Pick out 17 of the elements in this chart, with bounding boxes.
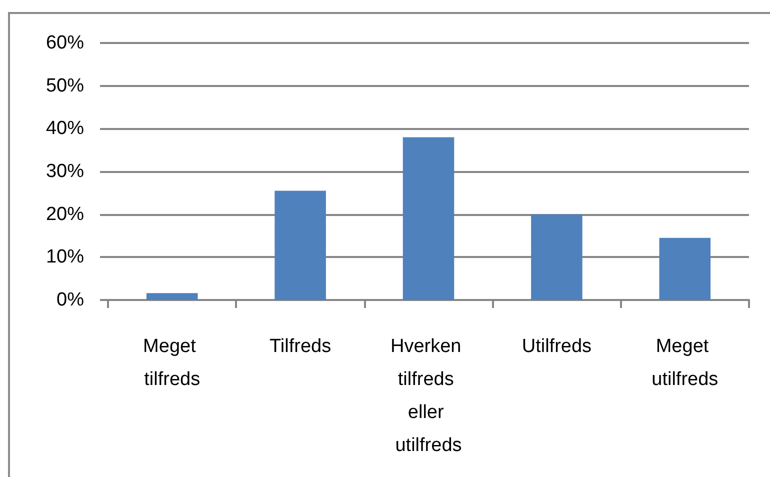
y-tick-label: 0% (56, 290, 84, 310)
x-tick-label: Hverken tilfreds eller utilfreds (390, 336, 467, 456)
y-tick-label: 30% (46, 161, 84, 182)
y-tick-label: 60% (46, 32, 84, 54)
bar (274, 190, 326, 300)
y-tick-label: 10% (46, 246, 84, 268)
x-tick-label: Utilfreds (522, 336, 592, 357)
y-tick-label: 50% (46, 75, 84, 96)
y-tick-label: 40% (46, 118, 84, 140)
bar (659, 238, 711, 300)
x-tick-label: Meget utilfreds (652, 336, 718, 390)
bar (402, 137, 454, 300)
bar (531, 214, 582, 300)
x-tick-label: Tilfreds (270, 336, 332, 357)
bar (146, 293, 198, 300)
x-tick-label: Meget tilfreds (143, 336, 202, 390)
y-tick-label: 20% (46, 204, 84, 225)
